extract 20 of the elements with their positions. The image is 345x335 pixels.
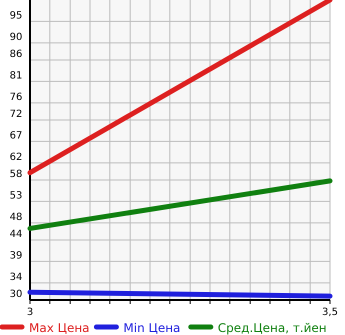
y-tick-label: 67 — [10, 130, 22, 142]
legend-label: Min Цена — [123, 321, 180, 335]
y-tick-label: 90 — [10, 32, 22, 43]
y-tick-label: 44 — [10, 229, 22, 240]
legend-label: Сред.Цена, т.йен — [218, 321, 327, 335]
y-tick-label: 95 — [10, 10, 22, 22]
y-tick-label: 86 — [10, 49, 22, 60]
y-tick-label: 30 — [10, 289, 22, 300]
x-tick-label: 3 — [26, 307, 34, 318]
x-tick-label: 3,5 — [322, 307, 338, 318]
y-tick-label: 76 — [10, 92, 22, 103]
y-tick-label: 53 — [10, 190, 22, 202]
y-tick-label: 72 — [10, 109, 22, 120]
y-tick-label: 58 — [10, 169, 22, 180]
legend-label: Max Цена — [29, 321, 90, 335]
y-tick-label: 81 — [10, 70, 22, 82]
y-tick-label: 62 — [10, 152, 22, 163]
y-tick-label: 34 — [10, 272, 22, 283]
y-tick-label: 39 — [10, 250, 22, 262]
y-tick-label: 48 — [10, 212, 22, 223]
